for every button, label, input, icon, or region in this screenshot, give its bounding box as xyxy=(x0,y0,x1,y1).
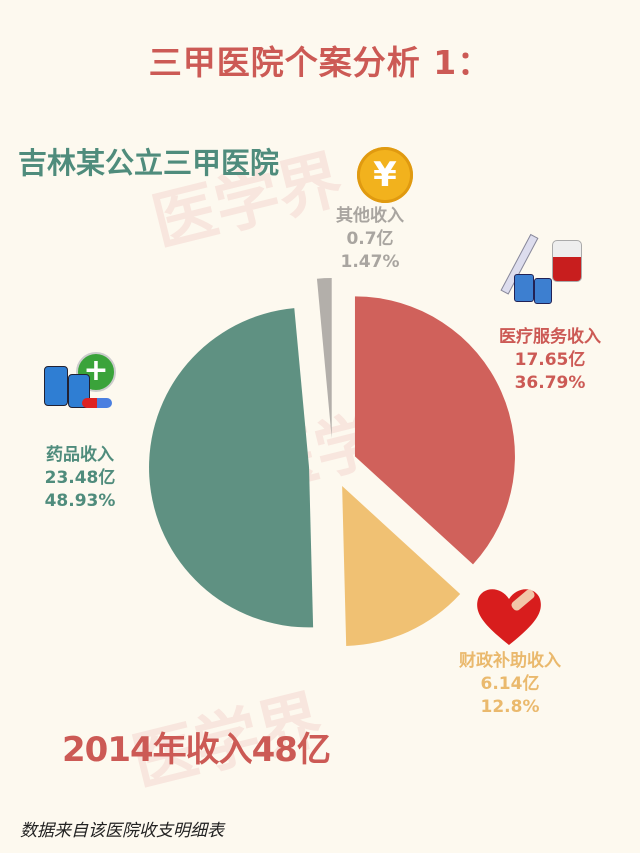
total-revenue: 2014年收入48亿 xyxy=(62,730,331,770)
slice-value: 17.65亿 xyxy=(514,350,586,370)
slice-label: 财政补助收入 xyxy=(459,651,561,671)
slice-percent: 36.79% xyxy=(514,373,586,393)
page-title: 三甲医院个案分析 1： xyxy=(148,43,492,82)
slice-value: 23.48亿 xyxy=(44,468,116,488)
slice-value: 0.7亿 xyxy=(346,229,394,249)
slice-percent: 12.8% xyxy=(480,697,540,717)
slice-drug xyxy=(149,308,314,628)
slice-value: 6.14亿 xyxy=(480,674,540,694)
slice-percent: 1.47% xyxy=(340,252,400,272)
label-fiscal: 财政补助收入 6.14亿 12.8% xyxy=(430,650,590,719)
label-medical-service: 医疗服务收入 17.65亿 36.79% xyxy=(470,326,630,395)
medicine-bottles-icon: + xyxy=(42,352,117,418)
slice-label: 其他收入 xyxy=(336,206,404,226)
slice-fiscal-subsidy xyxy=(342,486,461,646)
slice-medical-service xyxy=(354,296,515,565)
label-other: 其他收入 0.7亿 1.47% xyxy=(320,205,420,274)
slice-label: 药品收入 xyxy=(46,445,114,465)
yuan-coin-icon: ¥ xyxy=(357,147,413,203)
slice-other xyxy=(316,278,332,439)
label-drug: 药品收入 23.48亿 48.93% xyxy=(20,444,140,513)
syringe-blood-bag-icon xyxy=(500,233,590,306)
subtitle: 吉林某公立三甲医院 xyxy=(18,146,280,180)
slice-label: 医疗服务收入 xyxy=(499,327,601,347)
bandaged-heart-icon xyxy=(474,585,544,647)
slice-percent: 48.93% xyxy=(44,491,116,511)
data-source-note: 数据来自该医院收支明细表 xyxy=(20,821,224,841)
